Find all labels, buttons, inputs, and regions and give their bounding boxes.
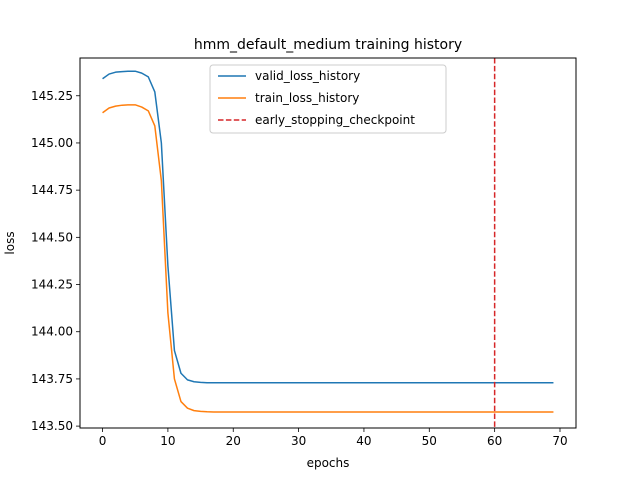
legend-label-early_stopping_checkpoint: early_stopping_checkpoint	[255, 113, 415, 127]
x-tick-label: 40	[356, 434, 371, 448]
legend-box	[209, 64, 447, 134]
legend-label-valid_loss_history: valid_loss_history	[255, 69, 360, 83]
x-tick-label: 70	[552, 434, 567, 448]
x-tick-label: 20	[226, 434, 241, 448]
y-tick-label: 144.00	[31, 325, 73, 339]
x-tick-label: 10	[160, 434, 175, 448]
series-line-train_loss_history	[102, 104, 554, 413]
y-tick-label: 143.50	[31, 419, 73, 433]
y-tick-label: 144.75	[31, 183, 73, 197]
x-tick-label: 50	[422, 434, 437, 448]
series-line-valid_loss_history	[102, 70, 554, 384]
plot-content	[102, 58, 554, 428]
chart-title: hmm_default_medium training history	[194, 37, 462, 53]
y-axis-label: loss	[3, 231, 17, 254]
x-tick-label: 0	[99, 434, 107, 448]
x-tick-label: 30	[291, 434, 306, 448]
legend: valid_loss_history train_loss_historyearl…	[209, 64, 447, 134]
y-axis: 143.50 143.75 144.00 144.25 144.50 144.75 145.…	[31, 89, 80, 433]
x-axis: 0 10 20 30 40 50 60 70	[99, 428, 568, 448]
y-tick-label: 145.00	[31, 136, 73, 150]
y-tick-label: 144.50	[31, 230, 73, 244]
x-axis-label: epochs	[307, 456, 350, 470]
y-tick-label: 143.75	[31, 372, 73, 386]
legend-label-train_loss_history: train_loss_history	[255, 91, 359, 105]
y-tick-label: 144.25	[31, 278, 73, 292]
y-tick-label: 145.25	[31, 89, 73, 103]
plot-frame	[79, 57, 577, 429]
x-tick-label: 60	[487, 434, 502, 448]
